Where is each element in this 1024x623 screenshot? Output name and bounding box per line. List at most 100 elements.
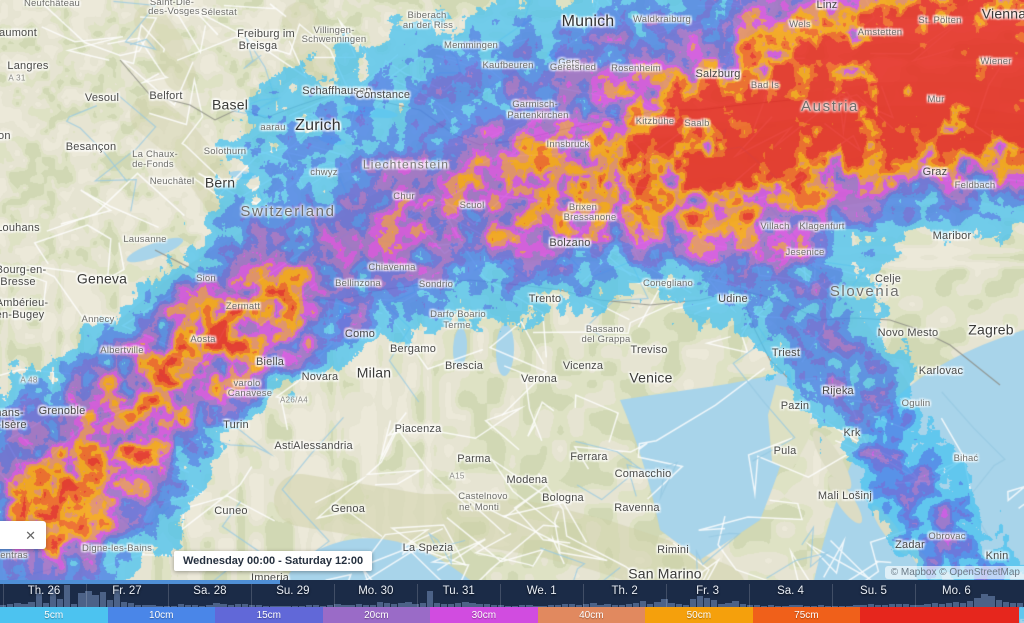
legend-segment-15cm: 15cm: [215, 607, 323, 623]
timeline-scrubber[interactable]: Th. 26 Fr. 27 Sa. 28 Su. 29 Mo. 30 Tu. 31 We. …: [0, 580, 1024, 607]
map-attribution[interactable]: © Mapbox © OpenStreetMap: [884, 566, 1024, 579]
histogram-bar: [476, 604, 483, 607]
histogram-bar: [782, 605, 789, 607]
location-chip[interactable]: go ✕: [0, 521, 46, 549]
histogram-bar: [398, 603, 405, 607]
histogram-bar: [199, 605, 206, 607]
timeline-day-su-5[interactable]: Su. 5: [860, 585, 887, 597]
timeline-day-fr-3[interactable]: Fr. 3: [696, 585, 720, 597]
histogram-bar: [760, 605, 768, 607]
histogram-bar: [35, 593, 42, 607]
histogram-bar: [483, 604, 490, 607]
histogram-bar: [746, 605, 753, 607]
histogram-bar: [832, 605, 839, 607]
histogram-bar: [312, 605, 320, 607]
timeline-day-mo-6[interactable]: Mo. 6: [942, 585, 971, 597]
histogram-bar: [227, 605, 234, 607]
histogram-bar: [753, 605, 761, 607]
histogram-bar: [533, 605, 540, 607]
histogram-bar: [725, 603, 732, 607]
histogram-bar: [561, 604, 569, 607]
histogram-bar: [170, 605, 177, 607]
histogram-bar: [682, 605, 689, 607]
histogram-bar: [469, 603, 476, 607]
histogram-bar: [974, 598, 981, 607]
timeline-divider: [417, 584, 419, 607]
histogram-bar: [568, 604, 576, 607]
legend-segment-5cm: 5cm: [0, 607, 108, 623]
histogram-bar: [14, 603, 21, 607]
histogram-bar: [92, 595, 99, 607]
histogram-bar: [376, 602, 384, 607]
histogram-bar: [540, 605, 547, 607]
histogram-bar: [547, 605, 554, 607]
histogram-bar: [554, 605, 561, 607]
histogram-bar: [234, 604, 241, 607]
histogram-bar: [903, 604, 910, 607]
legend-segment-max: [860, 607, 1019, 623]
histogram-bar: [881, 605, 889, 607]
timeline-divider: [85, 584, 87, 607]
histogram-bar: [689, 599, 697, 607]
histogram-bar: [504, 605, 512, 607]
timeline-divider: [749, 584, 751, 607]
histogram-bar: [796, 605, 803, 607]
histogram-bar: [270, 605, 277, 607]
histogram-bar: [696, 596, 704, 607]
timeline-day-th-26[interactable]: Th. 26: [27, 585, 61, 597]
timeline-day-su-29[interactable]: Su. 29: [276, 585, 310, 597]
histogram-bar: [391, 604, 398, 607]
histogram-bar: [163, 605, 170, 607]
histogram-bar: [113, 590, 121, 607]
histogram-bar: [369, 605, 377, 607]
histogram-bar: [426, 591, 433, 607]
histogram-bar: [704, 598, 711, 607]
histogram-bar: [42, 603, 49, 607]
legend-segment-10cm: 10cm: [107, 607, 216, 623]
histogram-bar: [640, 601, 647, 607]
timeline-day-th-2[interactable]: Th. 2: [611, 585, 638, 597]
histogram-bar: [874, 605, 881, 607]
histogram-bar: [839, 605, 846, 607]
timeline-divider: [251, 584, 253, 607]
timeline-day-mo-30[interactable]: Mo. 30: [358, 585, 394, 597]
histogram-bar: [320, 605, 327, 607]
histogram-bar: [995, 600, 1002, 607]
histogram-bar: [142, 605, 149, 607]
histogram-bar: [917, 605, 924, 607]
histogram-bar: [604, 604, 611, 607]
bottom-timeline-bar[interactable]: Th. 26 Fr. 27 Sa. 28 Su. 29 Mo. 30 Tu. 31 We. …: [0, 580, 1024, 623]
timeline-divider: [168, 584, 170, 607]
histogram-bar: [192, 605, 199, 607]
histogram-bar: [128, 603, 135, 607]
histogram-bar: [56, 599, 64, 607]
timeline-day-sa-28[interactable]: Sa. 28: [193, 585, 227, 597]
histogram-bar: [867, 604, 874, 607]
histogram-bar: [817, 605, 825, 607]
histogram-bar: [896, 604, 903, 607]
histogram-bar: [597, 605, 604, 607]
timeline-divider: [583, 584, 585, 607]
histogram-bar: [981, 594, 988, 607]
histogram-bar: [156, 605, 163, 607]
timeline-selection-range[interactable]: [0, 580, 280, 584]
histogram-bar: [718, 604, 725, 607]
histogram-bar: [206, 605, 213, 607]
histogram-bar: [967, 601, 974, 607]
histogram-bar: [647, 604, 654, 607]
histogram-bar: [405, 602, 412, 607]
close-icon[interactable]: ✕: [25, 527, 36, 543]
timeline-day-tu-31[interactable]: Tu. 31: [442, 585, 475, 597]
histogram-bar: [213, 603, 220, 607]
histogram-bar: [952, 602, 960, 607]
snow-depth-legend: 5cm 10cm 15cm 20cm 30cm 40cm 50cm 75cm: [0, 607, 1024, 623]
histogram-bar: [824, 605, 832, 607]
histogram-bar: [120, 602, 128, 607]
timeline-day-fr-27[interactable]: Fr. 27: [112, 585, 142, 597]
timeline-day-sa-4[interactable]: Sa. 4: [777, 585, 804, 597]
histogram-bar: [177, 604, 185, 607]
histogram-bar: [960, 603, 967, 607]
timeline-day-we-1[interactable]: We. 1: [526, 585, 557, 597]
